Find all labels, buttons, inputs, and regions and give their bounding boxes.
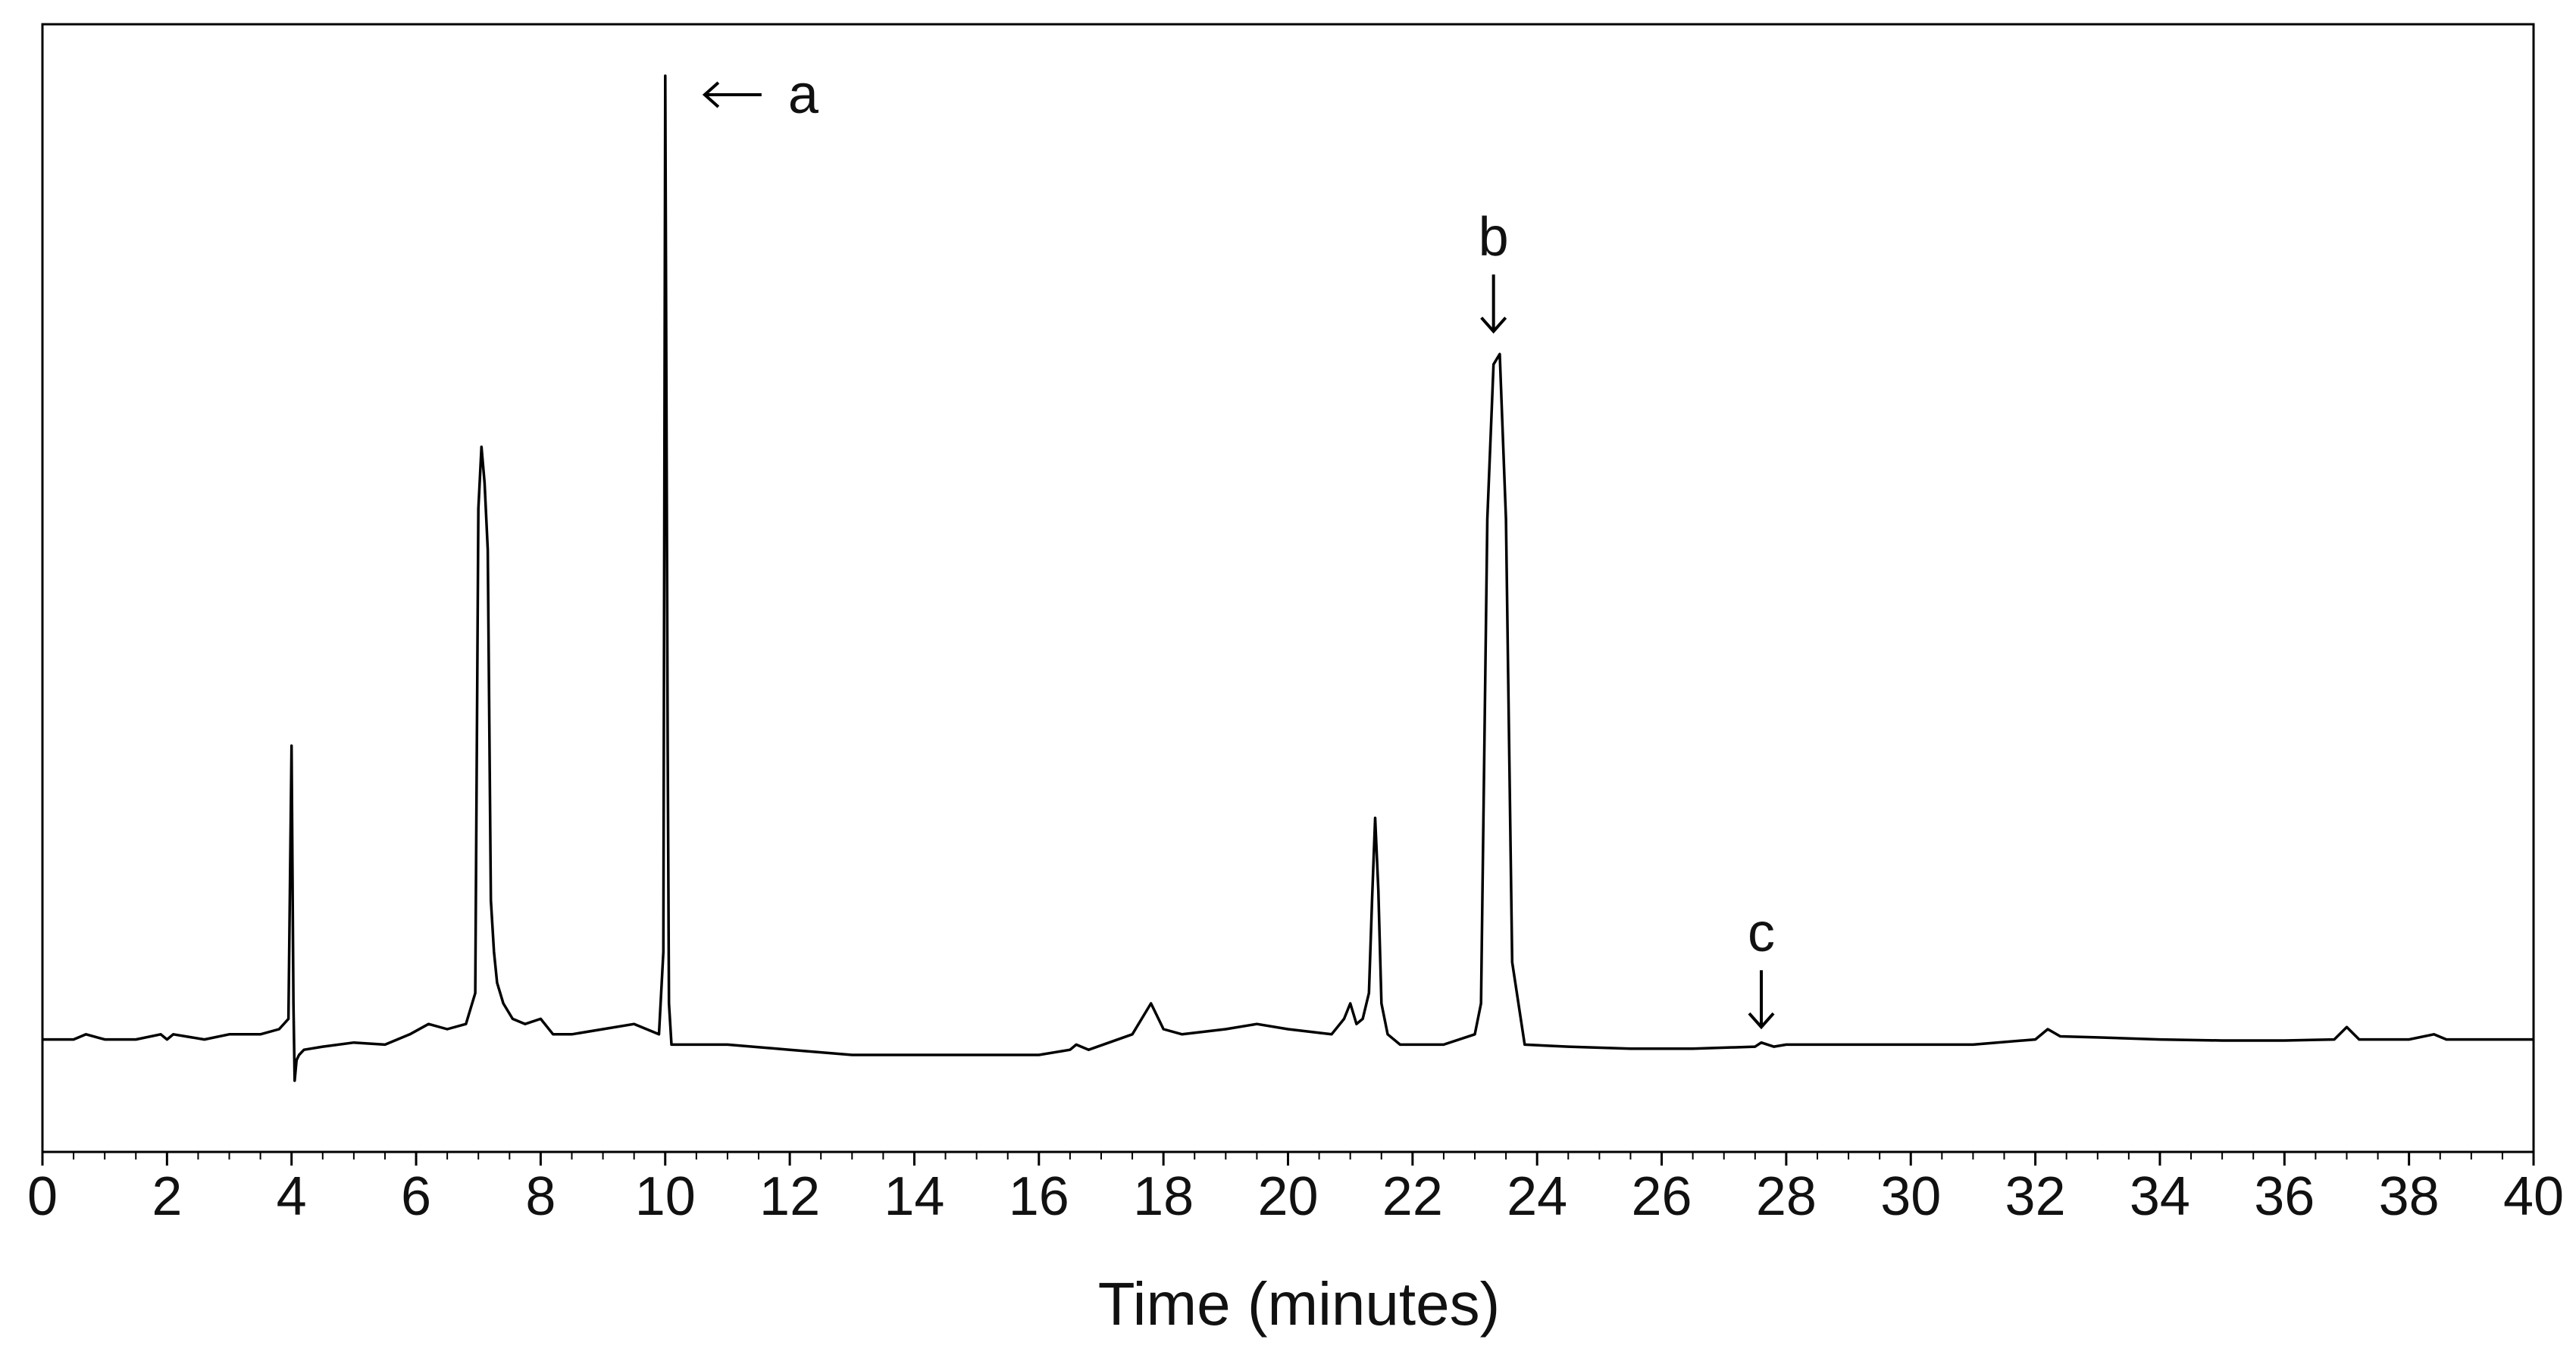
x-tick-label: 2 bbox=[152, 1166, 182, 1227]
chromatogram-trace bbox=[42, 74, 2534, 1082]
x-tick-label: 10 bbox=[635, 1166, 696, 1227]
annotation-label: b bbox=[1479, 207, 1509, 268]
x-tick-label: 28 bbox=[1756, 1166, 1817, 1227]
annotation-label: a bbox=[788, 64, 819, 125]
x-tick-label: 32 bbox=[2005, 1166, 2066, 1227]
x-tick-label: 16 bbox=[1009, 1166, 1069, 1227]
x-tick-label: 0 bbox=[27, 1166, 58, 1227]
x-tick-label: 6 bbox=[401, 1166, 431, 1227]
x-tick-label: 14 bbox=[884, 1166, 944, 1227]
x-tick-label: 4 bbox=[277, 1166, 307, 1227]
annotation-arrow bbox=[702, 81, 762, 108]
plot-frame bbox=[41, 23, 2535, 1153]
annotation-arrow bbox=[1480, 274, 1507, 334]
x-tick-label: 12 bbox=[759, 1166, 820, 1227]
x-tick-label: 36 bbox=[2254, 1166, 2315, 1227]
x-tick-label: 18 bbox=[1133, 1166, 1194, 1227]
annotation-c: c bbox=[1748, 903, 1775, 1030]
peak-annotations: a b c bbox=[702, 64, 1775, 1030]
x-tick-label: 24 bbox=[1507, 1166, 1567, 1227]
x-tick-label: 26 bbox=[1632, 1166, 1692, 1227]
x-tick-label: 8 bbox=[525, 1166, 556, 1227]
annotation-label: c bbox=[1748, 903, 1775, 963]
annotation-arrow bbox=[1748, 970, 1775, 1030]
annotation-a: a bbox=[702, 64, 819, 125]
x-tick-label: 38 bbox=[2379, 1166, 2440, 1227]
x-tick-label: 34 bbox=[2130, 1166, 2190, 1227]
x-tick-label: 20 bbox=[1257, 1166, 1318, 1227]
x-tick-label: 30 bbox=[1880, 1166, 1941, 1227]
x-axis-title: Time (minutes) bbox=[1098, 1270, 1500, 1338]
x-axis-tick-labels: 0 2 4 6 8 10 12 14 16 18 20 22 24 26 28 30 32 34 36 38 40 bbox=[27, 1166, 2564, 1227]
x-tick-label: 40 bbox=[2503, 1166, 2564, 1227]
annotation-b: b bbox=[1479, 207, 1509, 334]
x-tick-label: 22 bbox=[1382, 1166, 1443, 1227]
x-axis-ticks bbox=[41, 1152, 2535, 1166]
